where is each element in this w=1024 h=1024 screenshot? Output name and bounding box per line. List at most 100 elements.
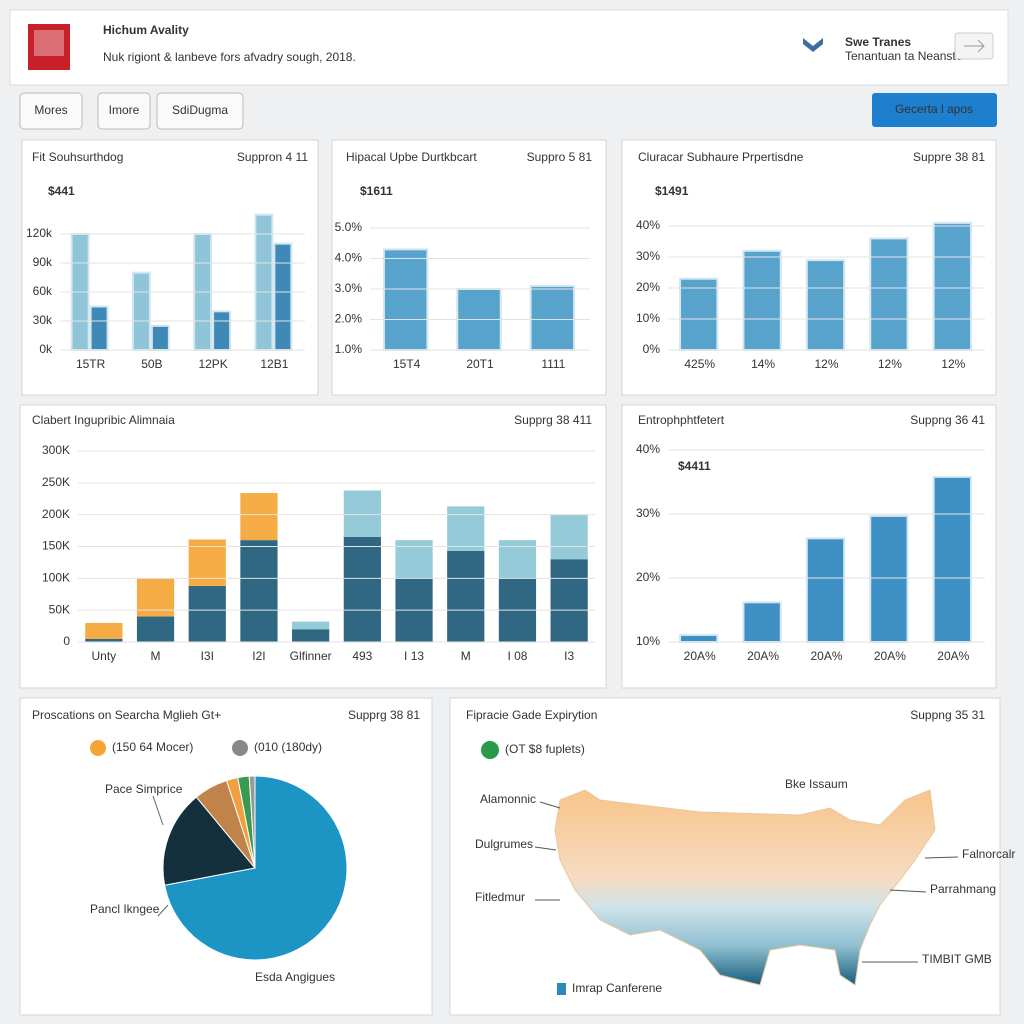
- bar: [254, 213, 274, 351]
- y-tick-label: 2.0%: [335, 312, 363, 326]
- panel-badge: Supprg 38 81: [348, 708, 420, 722]
- bar-segment: [292, 629, 330, 642]
- bar: [932, 221, 972, 351]
- brand-icon: [803, 38, 823, 52]
- pie-slice: [248, 775, 256, 869]
- x-tick-label: Glfinner: [290, 649, 332, 663]
- header-title: Hichum Avality: [103, 23, 189, 37]
- map-label: Dulgrumes: [475, 837, 533, 851]
- panel-badge: Suppng 36 41: [910, 413, 985, 427]
- kpi-value: $1611: [360, 184, 393, 198]
- x-tick-label: 20A%: [937, 649, 969, 663]
- bar: [805, 537, 846, 644]
- x-tick-label: 20A%: [684, 649, 716, 663]
- x-tick-label: 12%: [941, 357, 965, 371]
- x-tick-label: I 13: [404, 649, 424, 663]
- pie-annotation: Pace Simprice: [105, 782, 183, 796]
- x-tick-label: 425%: [684, 357, 715, 371]
- map-label: Falnorcalr: [962, 847, 1015, 861]
- panel-title: Hipacal Upbe Durtkbcart: [346, 150, 477, 164]
- bar: [679, 633, 719, 644]
- bar: [679, 277, 719, 352]
- y-tick-label: 20%: [636, 570, 660, 584]
- panel: [331, 139, 607, 396]
- pie-annotation: Esda Angigues: [255, 970, 335, 984]
- us-map: [554, 789, 936, 986]
- map-footer: Imrap Canferene: [572, 981, 662, 995]
- legend-swatch: [481, 741, 499, 759]
- action-button[interactable]: [872, 93, 997, 127]
- header-bar: [9, 9, 1009, 86]
- x-tick-label: 20A%: [747, 649, 779, 663]
- bar: [212, 310, 232, 352]
- bar-segment: [292, 621, 330, 630]
- panel-title: Cluracar Subhaure Prpertisdne: [638, 150, 804, 164]
- x-tick-label: 15TR: [76, 357, 106, 371]
- toolbar-button[interactable]: [156, 92, 244, 130]
- legend-label: (150 64 Mocer): [112, 740, 193, 754]
- y-tick-label: 0: [63, 634, 70, 648]
- kpi-value: $441: [48, 184, 75, 198]
- x-tick-label: 12%: [878, 357, 902, 371]
- bar: [529, 284, 576, 352]
- bar-segment: [240, 540, 278, 642]
- y-tick-label: 0k: [39, 342, 53, 356]
- bar-segment: [447, 550, 485, 642]
- y-tick-label: 0%: [643, 342, 661, 356]
- leader-line: [152, 795, 164, 826]
- y-tick-label: 1.0%: [335, 342, 363, 356]
- y-tick-label: 30k: [33, 313, 53, 327]
- panel-title: Clabert Ingupribic Alimnaia: [32, 413, 175, 427]
- leader-line: [157, 904, 169, 917]
- x-tick-label: 20A%: [810, 649, 842, 663]
- legend-swatch: [90, 740, 106, 756]
- x-tick-label: M: [461, 649, 471, 663]
- x-tick-label: 12PK: [198, 357, 227, 371]
- x-tick-label: 1111: [541, 357, 565, 371]
- y-tick-label: 30%: [636, 506, 660, 520]
- brand-sub: Tenantuan ta Neanste: [845, 49, 963, 63]
- x-tick-label: 15T4: [393, 357, 421, 371]
- panel-title: Proscations on Searcha Mglieh Gt+: [32, 708, 221, 722]
- y-tick-label: 30%: [636, 249, 660, 263]
- bar-segment: [550, 559, 588, 642]
- bar-segment: [447, 506, 485, 551]
- map-label: Fitledmur: [475, 890, 525, 904]
- y-tick-label: 250K: [42, 475, 70, 489]
- y-tick-label: 10%: [636, 311, 660, 325]
- x-tick-label: M: [151, 649, 161, 663]
- toolbar-button[interactable]: [97, 92, 151, 130]
- toolbar-button-label: SdiDugma: [172, 103, 228, 117]
- arrow-icon: [964, 39, 985, 53]
- x-tick-label: I2I: [252, 649, 265, 663]
- y-tick-label: 40%: [636, 442, 660, 456]
- y-tick-label: 3.0%: [335, 281, 363, 295]
- bar-segment: [395, 540, 433, 579]
- x-tick-label: Unty: [92, 649, 117, 663]
- y-tick-label: 5.0%: [335, 220, 363, 234]
- x-tick-label: 50B: [141, 357, 162, 371]
- legend-swatch: [557, 983, 566, 995]
- x-tick-label: 493: [352, 649, 372, 663]
- legend-label: (010 (180dy): [254, 740, 322, 754]
- panel-badge: Suppro 5 81: [527, 150, 593, 164]
- bar: [131, 271, 151, 351]
- bar: [742, 601, 782, 644]
- toolbar-button[interactable]: [19, 92, 83, 130]
- y-tick-label: 200K: [42, 507, 70, 521]
- toolbar-button-label: Imore: [109, 103, 140, 117]
- x-tick-label: I3: [564, 649, 574, 663]
- bar: [869, 237, 909, 351]
- x-tick-label: 20T1: [466, 357, 494, 371]
- leader-line: [889, 889, 927, 893]
- y-tick-label: 60k: [33, 284, 53, 298]
- bar: [89, 305, 109, 351]
- logo-inner: [34, 30, 64, 56]
- y-tick-label: 90k: [33, 255, 53, 269]
- kpi-value: $1491: [655, 184, 689, 198]
- panel-title: Entrophphtfetert: [638, 413, 725, 427]
- map-label: Parrahmang: [930, 882, 996, 896]
- bar-segment: [136, 578, 175, 617]
- bar: [382, 248, 429, 352]
- panel-title: Fit Souhsurthdog: [32, 150, 123, 164]
